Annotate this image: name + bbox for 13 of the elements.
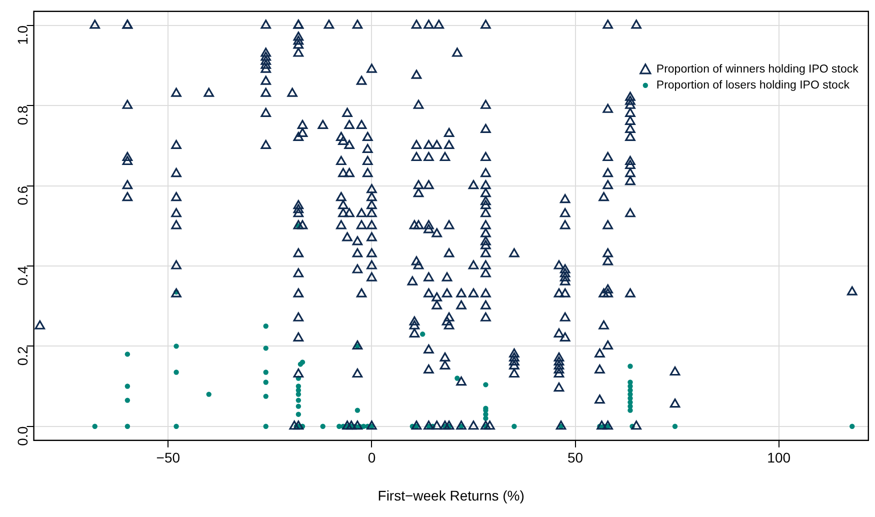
y-tick-label: 0.6 (14, 186, 31, 206)
x-tick-label: 100 (767, 450, 791, 466)
y-tick-label: 0.8 (14, 105, 31, 126)
y-tick-label: 0.4 (14, 266, 31, 286)
legend-label: Proportion of winners holding IPO stock (656, 64, 859, 76)
x-axis-title: First−week Returns (%) (378, 487, 524, 504)
legend-label: Proportion of losers holding IPO stock (656, 80, 850, 92)
y-tick-label: 1.0 (14, 25, 31, 45)
y-tick-label: 0.2 (14, 346, 31, 366)
x-tick-label: −50 (156, 450, 180, 466)
x-tick-label: 50 (567, 450, 584, 466)
y-tick-label: 0.0 (14, 426, 31, 446)
x-tick-label: 0 (368, 450, 376, 466)
